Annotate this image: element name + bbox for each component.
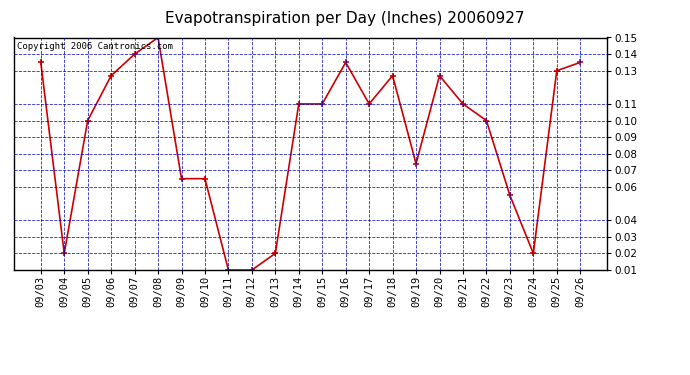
Text: Evapotranspiration per Day (Inches) 20060927: Evapotranspiration per Day (Inches) 2006… bbox=[165, 11, 525, 26]
Text: Copyright 2006 Cantronics.com: Copyright 2006 Cantronics.com bbox=[17, 42, 172, 51]
